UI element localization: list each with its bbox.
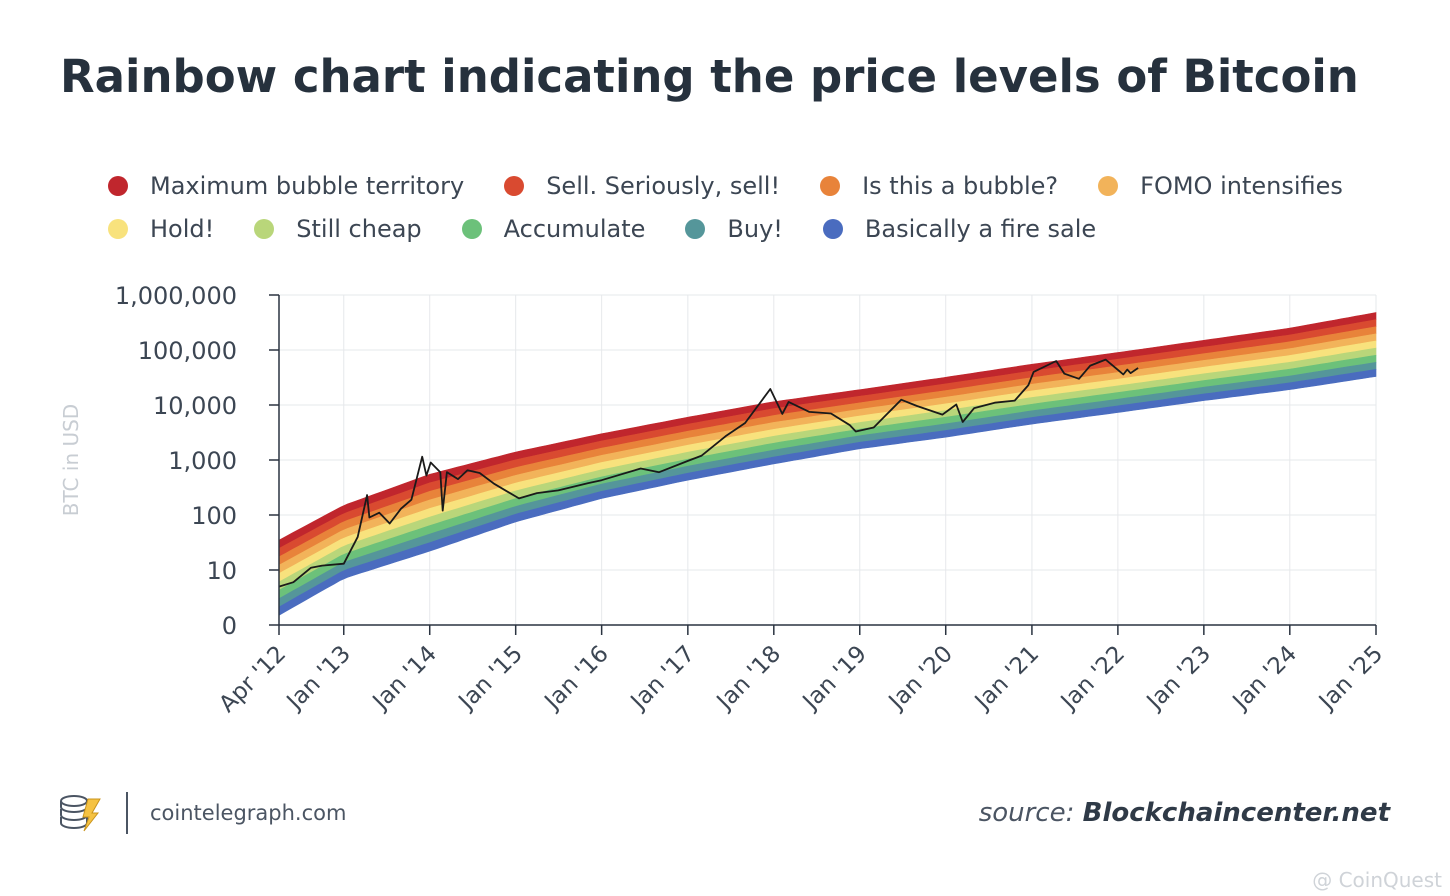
legend-label: Buy!: [727, 214, 783, 243]
legend: Maximum bubble territory Sell. Seriously…: [108, 164, 1408, 250]
y-tick-label: 1,000: [168, 447, 237, 475]
legend-item-bubble[interactable]: Is this a bubble?: [820, 172, 1058, 200]
x-tick-label: Apr '12: [214, 641, 291, 718]
x-tick-label: Jan '16: [539, 641, 614, 716]
x-tick-label: Jan '17: [625, 641, 700, 716]
legend-dot-icon: [461, 218, 482, 239]
legend-item-hold[interactable]: Hold!: [108, 215, 214, 243]
legend-item-sell[interactable]: Sell. Seriously, sell!: [504, 172, 780, 200]
x-tick-label: Jan '22: [1055, 641, 1130, 716]
legend-row-1: Maximum bubble territory Sell. Seriously…: [108, 164, 1408, 207]
y-tick-label: 10,000: [153, 392, 237, 420]
source-prefix: source:: [978, 798, 1075, 828]
x-tick-label: Jan '23: [1141, 641, 1216, 716]
y-tick-label: 100,000: [138, 337, 237, 365]
legend-label: FOMO intensifies: [1140, 171, 1343, 200]
y-tick-label: 100: [191, 502, 237, 530]
legend-dot-icon: [108, 175, 128, 196]
legend-item-still-cheap[interactable]: Still cheap: [254, 214, 422, 243]
brand-link[interactable]: cointelegraph.com: [150, 801, 347, 825]
btc-price-line: [278, 358, 1139, 588]
y-tick-label: 10: [206, 557, 237, 585]
x-tick-label: Jan '20: [883, 641, 958, 716]
rainbow-bands: [278, 312, 1377, 616]
legend-dot-icon: [1098, 175, 1119, 196]
x-tick-label: Jan '13: [281, 641, 356, 716]
x-tick-label: Jan '18: [711, 641, 786, 716]
watermark: @ CoinQuest: [1312, 868, 1442, 892]
legend-dot-icon: [108, 218, 128, 239]
cointelegraph-logo-icon: [60, 795, 101, 832]
x-tick-label: Jan '24: [1227, 641, 1302, 716]
chart-title: Rainbow chart indicating the price level…: [60, 50, 1359, 103]
legend-label: Maximum bubble territory: [150, 171, 465, 200]
x-tick-label: Jan '14: [367, 641, 442, 716]
source-name[interactable]: Blockchaincenter.net: [1082, 798, 1390, 828]
legend-label: Basically a fire sale: [864, 214, 1097, 243]
legend-label: Sell. Seriously, sell!: [546, 171, 781, 200]
x-tick-label: Jan '21: [969, 641, 1044, 716]
x-tick-label: Jan '19: [797, 641, 872, 716]
y-tick-label: 1,000,000: [115, 282, 237, 310]
legend-dot-icon: [822, 218, 843, 239]
legend-label: Hold!: [150, 214, 215, 243]
source-credit: source: Blockchaincenter.net: [979, 798, 1390, 828]
band-basically-a-fire-sale: [278, 369, 1377, 616]
legend-row-2: Hold! Still cheap Accumulate Buy! Basica…: [108, 207, 1408, 250]
brand-separator: [126, 792, 128, 834]
y-tick-label: 0: [222, 612, 237, 640]
legend-label: Is this a bubble?: [862, 171, 1059, 200]
legend-dot-icon: [254, 218, 275, 239]
legend-item-accumulate[interactable]: Accumulate: [461, 214, 646, 243]
legend-item-fomo[interactable]: FOMO intensifies: [1098, 172, 1343, 200]
legend-dot-icon: [504, 175, 525, 196]
legend-label: Accumulate: [503, 214, 646, 243]
brand: cointelegraph.com: [58, 792, 346, 834]
legend-dot-icon: [820, 175, 841, 196]
x-tick-label: Jan '25: [1313, 641, 1388, 716]
x-tick-label: Jan '15: [453, 641, 528, 716]
legend-item-buy[interactable]: Buy!: [685, 215, 783, 243]
price-line-layer: [278, 358, 1139, 588]
legend-item-maximum-bubble[interactable]: Maximum bubble territory: [108, 172, 464, 200]
legend-label: Still cheap: [296, 214, 422, 243]
legend-item-fire-sale[interactable]: Basically a fire sale: [822, 214, 1097, 243]
y-axis-label: BTC in USD: [59, 404, 83, 516]
legend-dot-icon: [685, 218, 706, 239]
